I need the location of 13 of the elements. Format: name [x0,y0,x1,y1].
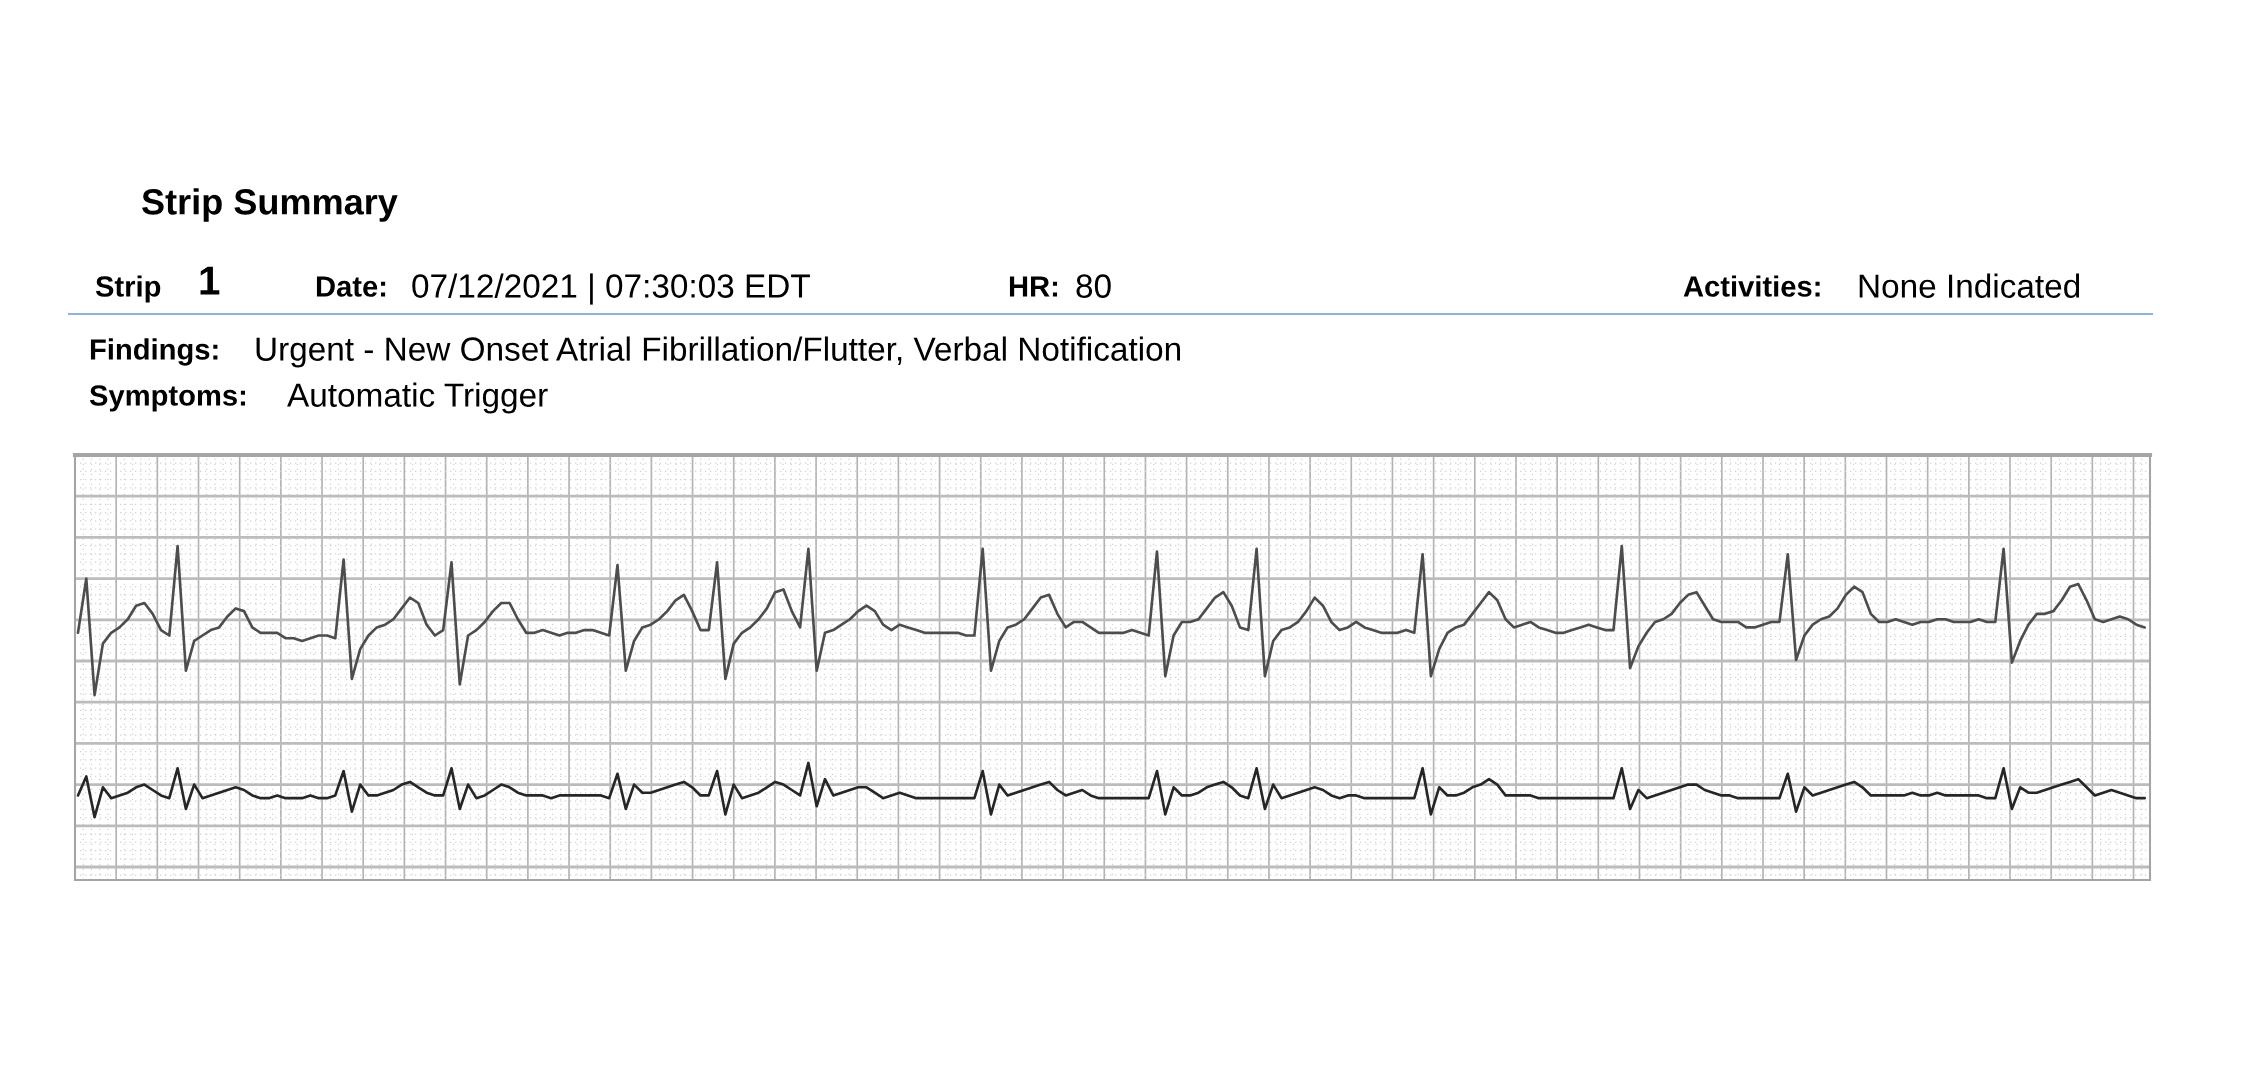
text: Date: [316,276,386,297]
text: HR: [1009,276,1058,297]
text: 07/12/2021 | 07:30:03 EDT [412,273,810,305]
text: Urgent - New Onset Atrial Fibrillation/Flutter, Verbal Notification [256,336,1181,368]
text: None Indicated [1859,273,2080,298]
text: Strip [95,275,161,303]
text: Findings: [90,338,218,366]
text: 80 [1076,274,1111,298]
text: Symptoms: [89,385,246,412]
text: Activities: [1683,275,1820,297]
chart-title: Strip Summary [142,188,398,222]
text: 1 [200,266,220,295]
text: Automatic Trigger [287,382,548,414]
